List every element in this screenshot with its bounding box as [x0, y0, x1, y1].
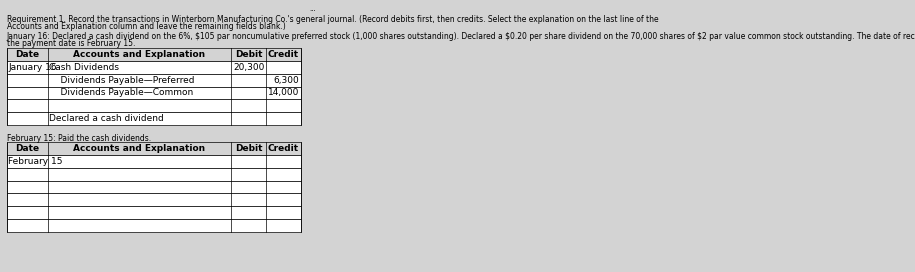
Bar — [6, 219, 301, 232]
Text: Accounts and Explanation column and leave the remaining fields blank.): Accounts and Explanation column and leav… — [6, 22, 285, 31]
Text: February 15: February 15 — [8, 157, 63, 166]
Text: 6,300: 6,300 — [274, 76, 299, 85]
Bar — [6, 99, 301, 112]
Text: Dividends Payable—Preferred: Dividends Payable—Preferred — [49, 76, 195, 85]
Text: Declared a cash dividend: Declared a cash dividend — [49, 114, 164, 123]
Text: Date: Date — [16, 144, 39, 153]
Text: January 16: Declared a cash dividend on the 6%, $105 par noncumulative preferred: January 16: Declared a cash dividend on … — [6, 32, 915, 41]
Bar — [6, 155, 301, 168]
Text: January 16: January 16 — [8, 63, 57, 72]
Text: 20,300: 20,300 — [233, 63, 264, 72]
Text: Debit: Debit — [235, 144, 263, 153]
Bar — [6, 193, 301, 206]
Bar — [6, 86, 301, 99]
Bar — [6, 142, 301, 155]
Text: Accounts and Explanation: Accounts and Explanation — [73, 144, 206, 153]
Text: Credit: Credit — [268, 144, 299, 153]
Bar — [6, 112, 301, 125]
Bar — [6, 181, 301, 193]
Text: Cash Dividends: Cash Dividends — [49, 63, 119, 72]
Text: Accounts and Explanation: Accounts and Explanation — [73, 50, 206, 59]
Text: February 15: Paid the cash dividends.: February 15: Paid the cash dividends. — [6, 134, 151, 143]
Bar — [6, 48, 301, 61]
Text: ...: ... — [308, 6, 316, 12]
Text: Debit: Debit — [235, 50, 263, 59]
Text: the payment date is February 15.: the payment date is February 15. — [6, 39, 135, 48]
Text: Date: Date — [16, 50, 39, 59]
Bar — [6, 168, 301, 181]
Text: 14,000: 14,000 — [268, 88, 299, 97]
Text: Credit: Credit — [268, 50, 299, 59]
Bar — [6, 206, 301, 219]
Bar — [6, 74, 301, 86]
Bar — [6, 61, 301, 74]
Text: Requirement 1. Record the transactions in Winterborn Manufacturing Co.'s general: Requirement 1. Record the transactions i… — [6, 15, 659, 24]
Text: Dividends Payable—Common: Dividends Payable—Common — [49, 88, 193, 97]
